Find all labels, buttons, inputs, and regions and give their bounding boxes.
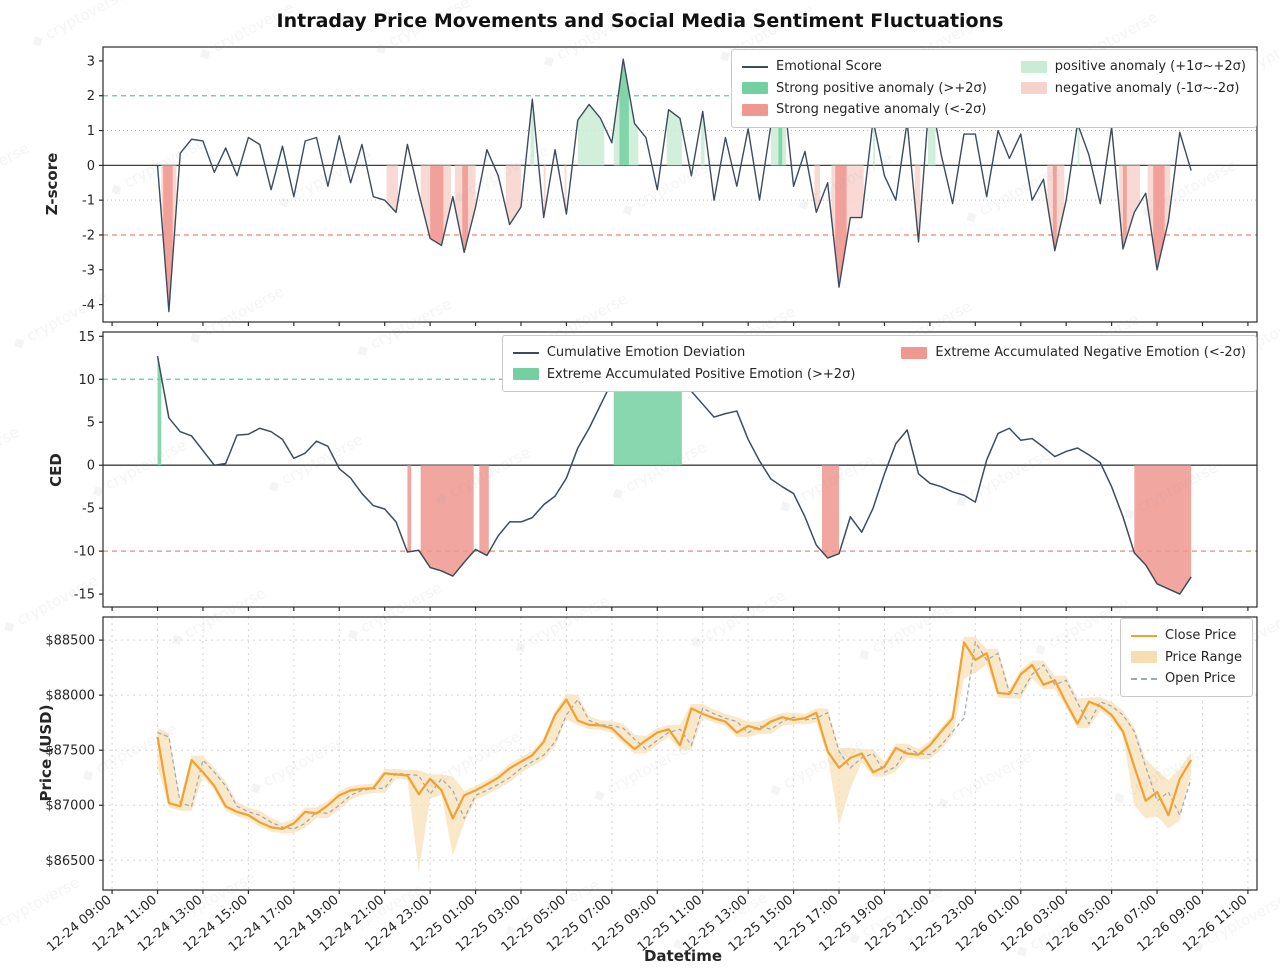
svg-text:$86500: $86500 — [45, 854, 95, 869]
legend-item: Extreme Accumulated Positive Emotion (>+… — [512, 365, 856, 385]
legend-label: Extreme Accumulated Positive Emotion (>+… — [546, 366, 856, 382]
legend-label: negative anomaly (-1σ~-2σ) — [1054, 80, 1240, 96]
legend-item: Price Range — [1130, 648, 1242, 668]
fill-swatch-icon — [742, 82, 769, 95]
y-axis-label-price: Price (USD) — [37, 704, 55, 802]
legend-label: Strong negative anomaly (<-2σ) — [776, 102, 987, 117]
legend-zscore-col1: Emotional Score Strong positive anomaly … — [742, 57, 987, 120]
fill-swatch-icon — [1130, 651, 1157, 664]
y-axis-label-zscore: Z-score — [43, 152, 61, 216]
legend-item: positive anomaly (+1σ~+2σ) — [1020, 57, 1246, 77]
svg-text:-3: -3 — [82, 263, 95, 278]
line-swatch-icon — [742, 65, 769, 68]
svg-text:-15: -15 — [74, 588, 95, 603]
legend-item: Close Price — [1130, 626, 1242, 646]
svg-text:-10: -10 — [74, 545, 95, 560]
legend-item: negative anomaly (-1σ~-2σ) — [1020, 79, 1246, 99]
svg-text:-2: -2 — [82, 228, 95, 243]
legend-label: Strong positive anomaly (>+2σ) — [776, 80, 987, 96]
svg-text:0: 0 — [87, 159, 95, 174]
line-swatch-icon — [512, 351, 539, 354]
fill-swatch-icon — [1020, 60, 1047, 73]
svg-text:0: 0 — [87, 459, 95, 474]
svg-text:15: 15 — [78, 330, 95, 345]
fill-swatch-icon — [1020, 82, 1047, 95]
legend-label: Price Range — [1164, 649, 1242, 665]
svg-text:10: 10 — [78, 373, 95, 388]
legend-ced-col1: Cumulative Emotion Deviation Extreme Acc… — [512, 343, 856, 385]
legend-price-col1: Close Price Price Range Open Price — [1130, 626, 1242, 689]
page-title: Intraday Price Movements and Social Medi… — [276, 10, 1004, 32]
legend-label: Extreme Accumulated Negative Emotion (<-… — [935, 345, 1246, 360]
legend-item: Strong positive anomaly (>+2σ) — [742, 79, 987, 99]
svg-text:$88000: $88000 — [45, 689, 95, 704]
line-swatch-icon — [1130, 634, 1157, 637]
legend-zscore-col2: positive anomaly (+1σ~+2σ) negative anom… — [1020, 57, 1246, 120]
legend-ced: Cumulative Emotion Deviation Extreme Acc… — [501, 335, 1257, 392]
legend-ced-col2: Extreme Accumulated Negative Emotion (<-… — [901, 343, 1246, 384]
legend-item: Extreme Accumulated Negative Emotion (<-… — [901, 343, 1246, 363]
legend-label: Cumulative Emotion Deviation — [546, 345, 746, 360]
fill-swatch-icon — [512, 368, 539, 381]
x-axis-label: Datetime — [643, 947, 723, 965]
svg-text:2: 2 — [87, 89, 95, 104]
svg-text:3: 3 — [87, 54, 95, 69]
legend-price: Close Price Price Range Open Price — [1119, 618, 1253, 697]
svg-text:5: 5 — [87, 416, 95, 431]
legend-zscore: Emotional Score Strong positive anomaly … — [731, 49, 1257, 128]
legend-label: Close Price — [1164, 628, 1237, 643]
svg-text:$88500: $88500 — [45, 634, 95, 649]
y-axis-label-ced: CED — [47, 453, 65, 487]
legend-item: Cumulative Emotion Deviation — [512, 343, 856, 363]
svg-text:-5: -5 — [82, 502, 95, 517]
legend-label: Emotional Score — [776, 59, 882, 74]
legend-item: Open Price — [1130, 669, 1242, 689]
legend-label: Open Price — [1164, 671, 1236, 686]
fill-swatch-icon — [901, 346, 928, 359]
legend-item: Emotional Score — [742, 57, 987, 77]
svg-text:-4: -4 — [82, 298, 95, 313]
svg-text:-1: -1 — [82, 194, 95, 209]
legend-item: Strong negative anomaly (<-2σ) — [742, 100, 987, 120]
svg-text:1: 1 — [87, 124, 95, 139]
dash-swatch-icon — [1130, 677, 1157, 680]
legend-label: positive anomaly (+1σ~+2σ) — [1054, 59, 1246, 74]
fill-swatch-icon — [742, 103, 769, 116]
